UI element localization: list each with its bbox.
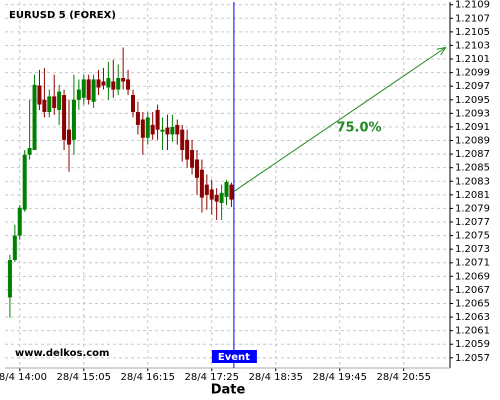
- candle-body: [116, 78, 121, 90]
- candle-body: [135, 112, 140, 125]
- candle-body: [66, 129, 71, 145]
- candle-body: [52, 96, 57, 108]
- x-tick-label: 28/4 17:25: [185, 372, 239, 383]
- candle-body: [42, 99, 47, 113]
- candle-body: [86, 79, 91, 100]
- y-tick-label: 1.2097: [455, 81, 490, 92]
- x-axis-title: Date: [211, 383, 246, 398]
- y-tick-label: 1.2067: [455, 285, 490, 296]
- x-tick-label: 28/4 20:55: [377, 372, 431, 383]
- projection-line: [233, 47, 446, 192]
- candle-body: [22, 154, 27, 210]
- candle-body: [170, 126, 175, 135]
- y-tick-label: 1.2079: [455, 203, 490, 214]
- candle-body: [204, 184, 209, 195]
- candle-body: [62, 95, 67, 140]
- y-tick-label: 1.2073: [455, 244, 490, 255]
- event-label: Event: [218, 352, 250, 363]
- y-tick-label: 1.2089: [455, 136, 490, 147]
- y-tick-label: 1.2071: [455, 258, 490, 269]
- y-tick-label: 1.2109: [455, 0, 490, 11]
- candle-body: [175, 124, 180, 135]
- candle-body: [145, 117, 150, 138]
- candle-body: [71, 99, 76, 140]
- candle-body: [17, 207, 22, 236]
- candle-body: [76, 89, 81, 100]
- candle-body: [209, 189, 214, 200]
- candle-body: [96, 79, 101, 88]
- x-tick-label: 28/4 14:00: [0, 372, 47, 383]
- y-tick-label: 1.2091: [455, 122, 490, 133]
- y-tick-label: 1.2069: [455, 271, 490, 282]
- candle-body: [101, 81, 106, 86]
- candle-body: [106, 78, 111, 88]
- candle-body: [199, 169, 204, 198]
- y-tick-label: 1.2107: [455, 13, 490, 24]
- candle-body: [12, 235, 17, 261]
- candle-body: [91, 79, 96, 102]
- y-tick-label: 1.2057: [455, 353, 490, 364]
- candle-body: [190, 150, 195, 168]
- candle-body: [180, 129, 185, 151]
- candle-body: [57, 91, 62, 110]
- watermark: www.delkos.com: [15, 348, 109, 359]
- x-tick-label: 28/4 18:35: [249, 372, 303, 383]
- candle-body: [47, 96, 52, 113]
- candle-body: [111, 81, 116, 90]
- candle-body: [7, 260, 12, 298]
- y-tick-label: 1.2065: [455, 298, 490, 309]
- candle-body: [126, 79, 131, 90]
- plot: Event 75.0%: [7, 2, 447, 368]
- candle-body: [165, 127, 170, 135]
- y-tick-label: 1.2085: [455, 163, 490, 174]
- candle-body: [130, 95, 135, 113]
- x-tick-label: 28/4 19:45: [313, 372, 367, 383]
- candle-body: [214, 194, 219, 202]
- y-tick-label: 1.2061: [455, 326, 490, 337]
- candle-body: [194, 159, 199, 178]
- projection-arrowhead: [436, 46, 447, 56]
- y-tick-label: 1.2105: [455, 27, 490, 38]
- y-tick-label: 1.2077: [455, 217, 490, 228]
- candle-body: [185, 139, 190, 160]
- x-tick-label: 28/4 15:05: [57, 372, 111, 383]
- candle-body: [229, 184, 234, 200]
- candle-body: [224, 181, 229, 197]
- candle-body: [32, 84, 37, 151]
- candle-body: [81, 79, 86, 98]
- candle-body: [150, 124, 155, 135]
- candle-body: [37, 85, 42, 105]
- chart-title: EURUSD 5 (FOREX): [9, 10, 116, 21]
- event-badge: [211, 350, 257, 363]
- candle-body: [219, 192, 224, 203]
- y-tick-label: 1.2075: [455, 231, 490, 242]
- candle-body: [160, 129, 165, 132]
- y-tick-label: 1.2087: [455, 149, 490, 160]
- y-tick-label: 1.2081: [455, 190, 490, 201]
- projection-label: 75.0%: [336, 121, 381, 136]
- candle-body: [27, 147, 32, 155]
- candle-body: [121, 78, 126, 82]
- y-tick-label: 1.2083: [455, 176, 490, 187]
- y-tick-label: 1.2101: [455, 54, 490, 65]
- y-tick-label: 1.2093: [455, 108, 490, 119]
- y-tick-label: 1.2099: [455, 68, 490, 79]
- y-tick-label: 1.2095: [455, 95, 490, 106]
- y-tick-label: 1.2059: [455, 339, 490, 350]
- y-tick-label: 1.2103: [455, 40, 490, 51]
- candle-body: [155, 109, 160, 130]
- x-tick-label: 28/4 16:15: [121, 372, 175, 383]
- y-tick-label: 1.2063: [455, 312, 490, 323]
- candle-body: [140, 119, 145, 138]
